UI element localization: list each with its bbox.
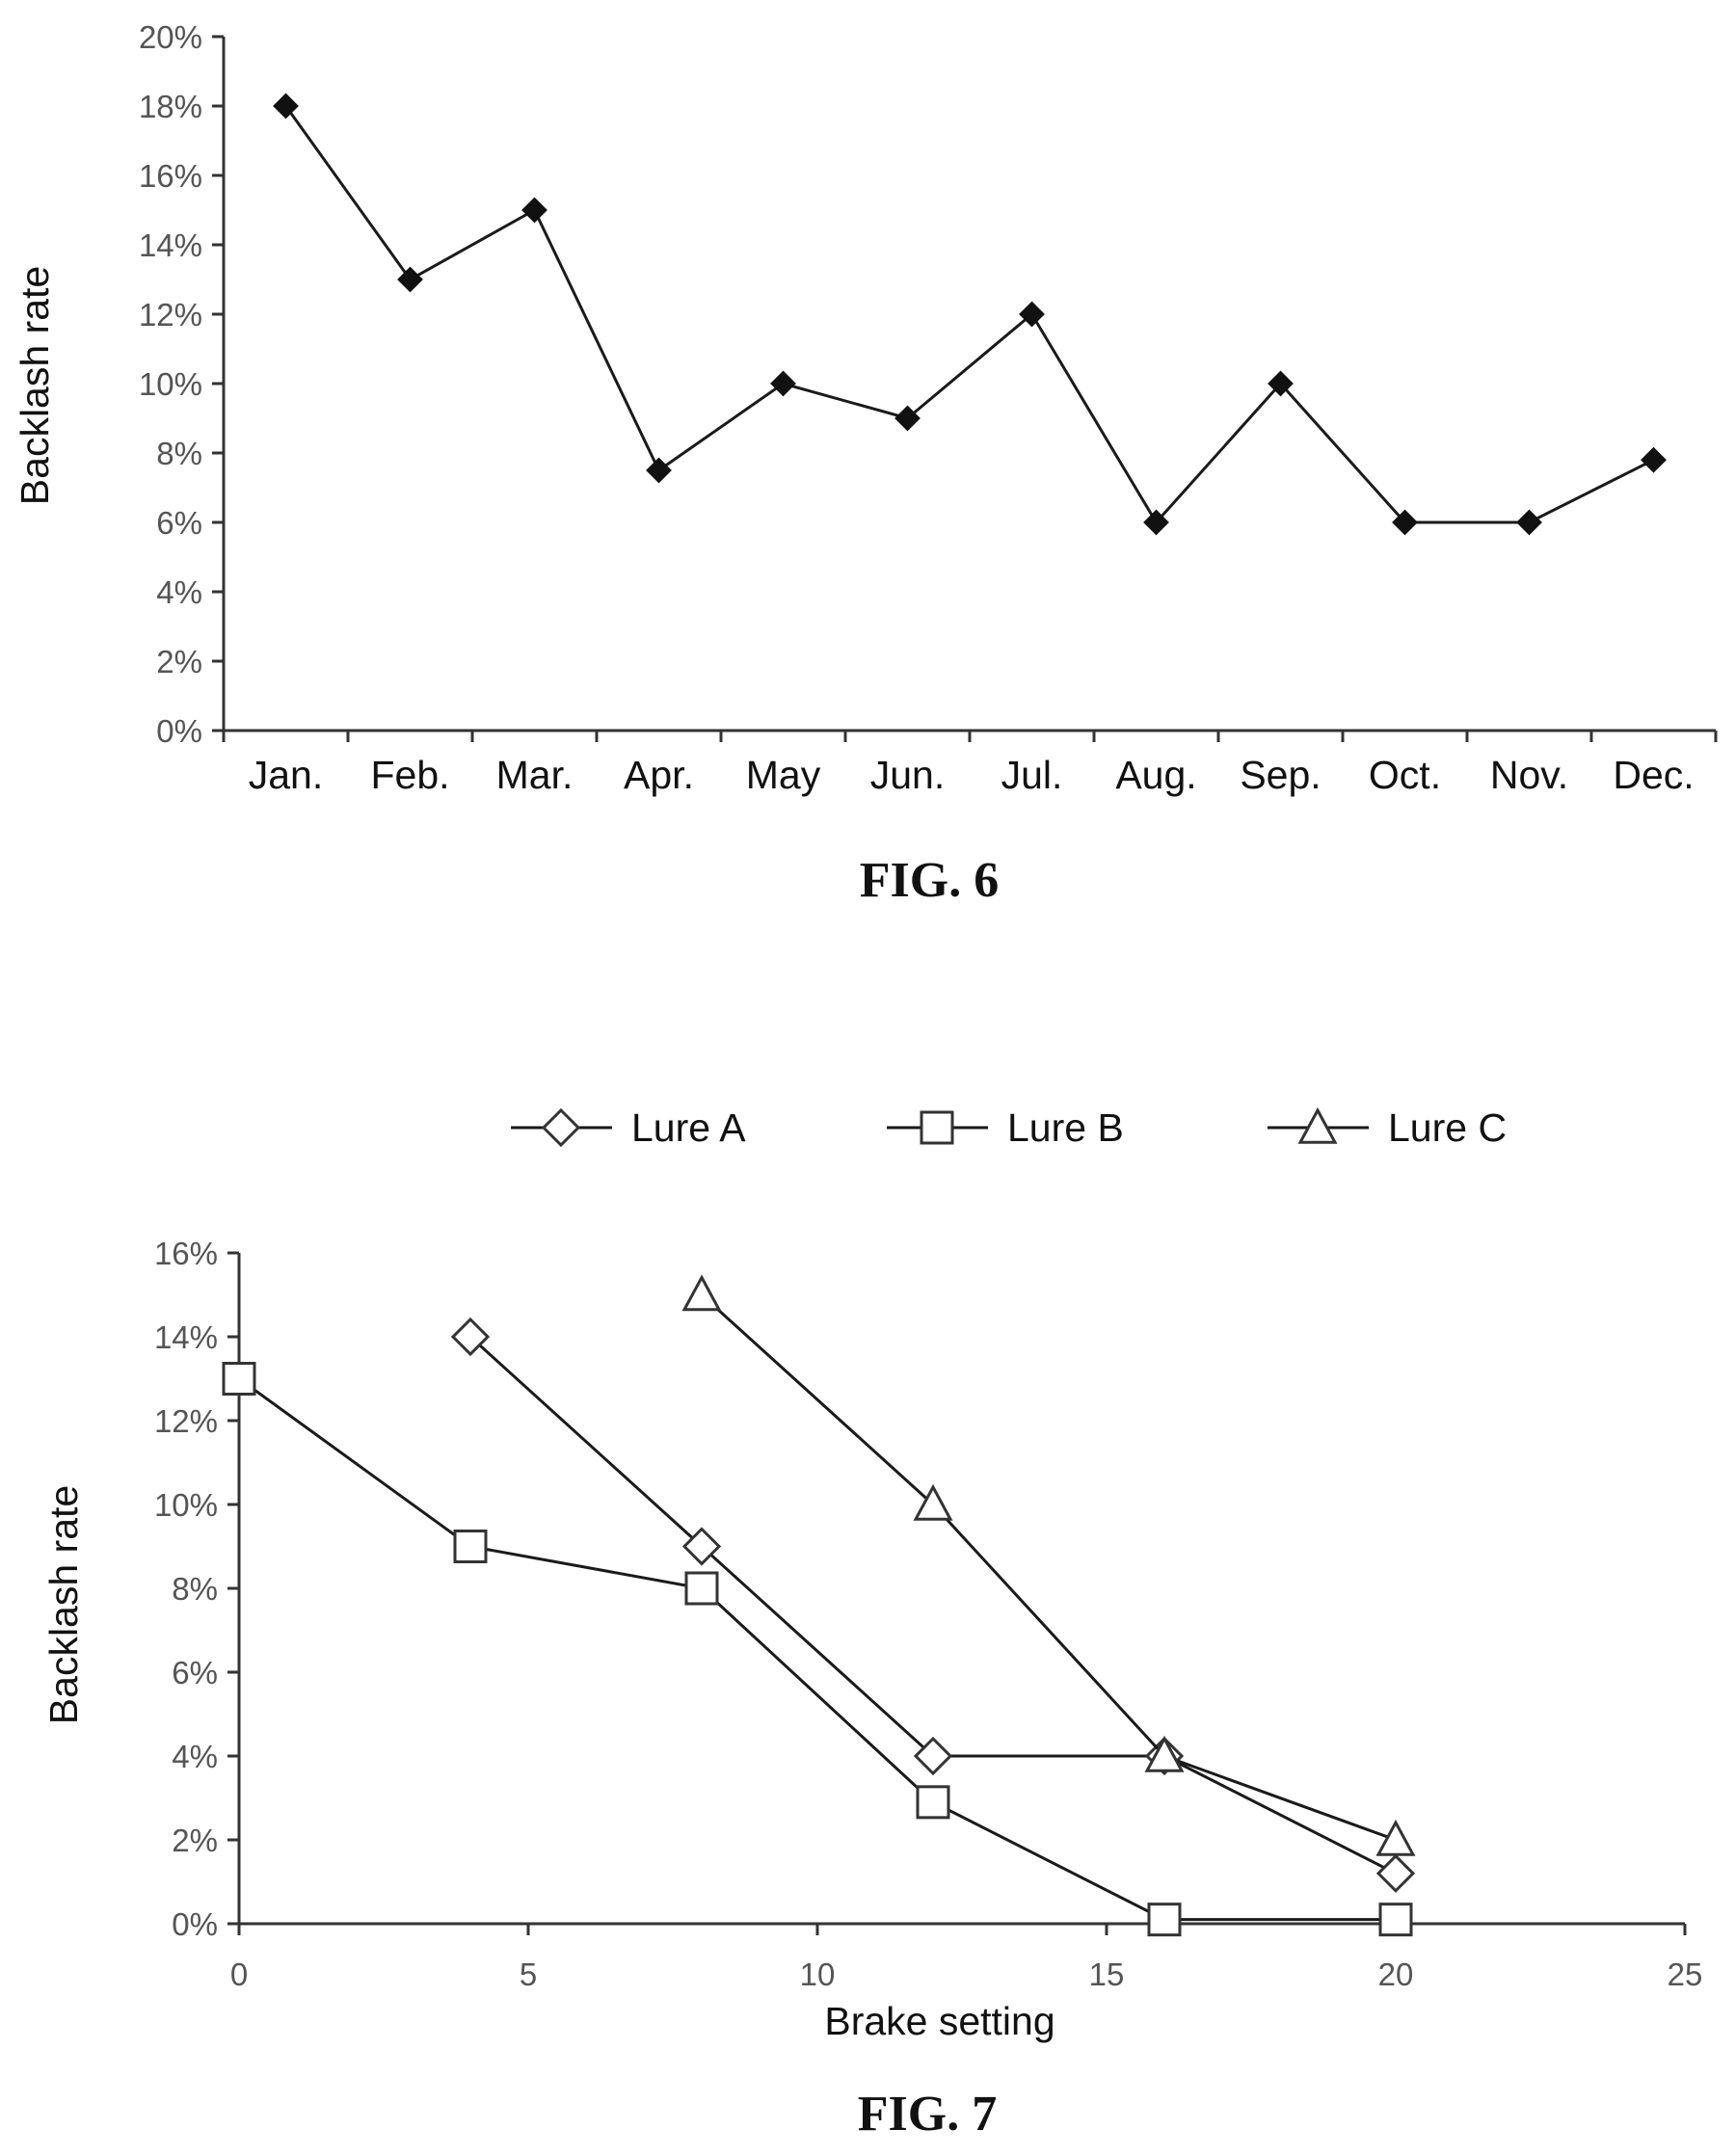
fig6-x-tick-label: Jul.	[1001, 753, 1063, 797]
fig6-y-tick-label: 14%	[139, 227, 202, 263]
fig6-axes	[222, 37, 1716, 732]
fig7-y-tick-label: 2%	[172, 1823, 218, 1858]
fig7-data-point-2	[1375, 1819, 1416, 1856]
fig6-data-point	[1392, 509, 1418, 536]
fig6-y-tick-label: 10%	[139, 366, 202, 402]
fig6-y-tick-label: 8%	[156, 436, 202, 471]
fig7-data-point-0	[1375, 1853, 1416, 1893]
fig6-y-tick-label: 16%	[139, 158, 202, 194]
fig6-y-tick-label: 6%	[156, 505, 202, 541]
fig7-x-tick-label: 25	[1668, 1956, 1703, 1992]
fig6-x-tick-label: Aug.	[1115, 753, 1196, 797]
fig6-x-tick-label: Sep.	[1240, 753, 1321, 797]
fig7-legend-label: Lure C	[1388, 1105, 1507, 1150]
fig6-x-tick-label: Jun.	[870, 753, 946, 797]
fig6-y-tick-label: 20%	[139, 19, 202, 55]
fig7-data-point-1	[684, 1571, 719, 1606]
fig6-x-tick-label: Mar.	[496, 753, 574, 797]
fig7-data-point-0	[681, 1527, 722, 1566]
fig7-data-point-1	[916, 1785, 950, 1820]
fig6-y-ticks: 0% 2% 4% 6% 8% 10% 12% 14% 16% 18% 20%	[139, 19, 224, 749]
fig7-data-point-1	[222, 1362, 256, 1396]
fig7-y-axis-label: Backlash rate	[41, 1485, 86, 1724]
fig6-data-point	[1019, 301, 1045, 328]
fig7-data-point-1	[453, 1530, 488, 1563]
fig6-y-axis-label: Backlash rate	[13, 266, 57, 505]
fig6-y-tick-label: 12%	[139, 297, 202, 333]
fig7-x-tick-label: 15	[1089, 1956, 1125, 1992]
fig7-data-point-2	[1144, 1735, 1185, 1772]
fig6-data-point	[1143, 509, 1169, 536]
fig6-x-tick-label: Nov.	[1490, 753, 1568, 797]
fig7-x-tick-label: 20	[1378, 1956, 1414, 1992]
fig6-y-tick-label: 18%	[139, 89, 202, 124]
fig7-y-tick-label: 16%	[154, 1236, 218, 1271]
fig7-legend-label: Lure A	[631, 1105, 746, 1150]
fig7-chart: Lure A Lure B Lure C Backlash rate 0% 2% 4% 6…	[41, 1105, 1702, 2142]
fig7-data-point-0	[913, 1736, 953, 1776]
fig7-y-tick-label: 10%	[154, 1487, 218, 1523]
fig6-data-point	[1516, 509, 1542, 536]
fig6-y-tick-label: 2%	[156, 644, 202, 679]
fig7-data-point-2	[681, 1274, 722, 1312]
fig7-x-tick-label: 10	[800, 1956, 836, 1992]
fig6-x-tick-label: Apr.	[624, 753, 694, 797]
fig7-data-point-2	[913, 1483, 953, 1521]
fig7-series-line-1	[238, 1377, 1396, 1922]
fig7-axes	[237, 1253, 1685, 1926]
fig6-data-point	[273, 93, 299, 120]
fig7-series-line-2	[700, 1293, 1397, 1842]
fig7-legend-marker	[1297, 1106, 1338, 1144]
fig6-data-point	[397, 266, 423, 293]
fig7-y-tick-label: 12%	[154, 1403, 218, 1439]
fig6-x-tick-label: Jan.	[249, 753, 324, 797]
fig7-legend-marker	[541, 1107, 581, 1148]
fig6-data-point	[1641, 446, 1667, 473]
fig7-x-tick-label: 5	[520, 1956, 537, 1992]
fig6-data-point	[1268, 370, 1294, 397]
fig7-y-tick-label: 8%	[172, 1571, 218, 1607]
fig6-data-point	[646, 457, 672, 484]
fig6-y-tick-label: 4%	[156, 574, 202, 610]
fig7-y-ticks: 0% 2% 4% 6% 8% 10% 12% 14% 16%	[154, 1236, 239, 1942]
fig7-legend-marker	[920, 1110, 954, 1145]
fig6-x-tick-label: Feb.	[370, 753, 449, 797]
fig6-data-point	[521, 197, 547, 224]
fig6-series-line	[284, 105, 1655, 525]
fig6-chart: Backlash rate 0% 2% 4% 6% 8% 10% 12% 14% 16% 18% 2…	[13, 19, 1718, 908]
fig6-x-tick-label: May	[746, 753, 821, 797]
fig7-y-tick-label: 4%	[172, 1739, 218, 1774]
fig7-data-point-1	[1378, 1903, 1413, 1937]
fig6-x-ticks: Jan. Feb. Mar. Apr. May Jun. Jul. Aug. Sep. Oct. N…	[222, 731, 1718, 797]
fig7-x-ticks: 0 5 10 15 20 25	[230, 1924, 1703, 1992]
fig7-x-tick-label: 0	[230, 1956, 248, 1992]
fig7-data-point-1	[1147, 1903, 1182, 1937]
fig6-data-point	[894, 405, 921, 432]
fig7-caption: FIG. 7	[858, 2087, 997, 2142]
fig7-legend-label: Lure B	[1007, 1105, 1124, 1150]
fig7-y-tick-label: 14%	[154, 1319, 218, 1355]
fig6-data-point	[770, 370, 796, 397]
fig6-x-tick-label: Oct.	[1369, 753, 1441, 797]
fig6-x-tick-label: Dec.	[1613, 753, 1694, 797]
fig6-series	[273, 93, 1667, 536]
fig7-x-axis-label: Brake setting	[824, 1999, 1054, 2043]
fig7-y-tick-label: 6%	[172, 1655, 218, 1690]
fig6-caption: FIG. 6	[860, 853, 999, 908]
fig7-y-tick-label: 0%	[172, 1906, 218, 1942]
fig7-legend: Lure A Lure B Lure C	[511, 1105, 1507, 1150]
fig6-y-tick-label: 0%	[156, 713, 202, 749]
fig7-series	[222, 1274, 1416, 1937]
fig7-data-point-0	[450, 1317, 491, 1357]
